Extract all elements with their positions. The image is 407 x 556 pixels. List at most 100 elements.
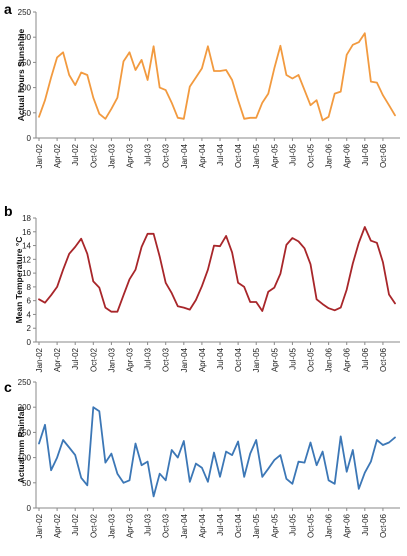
data-point	[195, 77, 197, 79]
data-point	[129, 279, 131, 281]
data-point	[111, 108, 113, 110]
data-point	[346, 289, 348, 291]
data-point	[153, 496, 155, 498]
data-point	[262, 476, 264, 478]
data-point	[352, 263, 354, 265]
data-point	[328, 116, 330, 118]
y-tick-label: 0	[27, 504, 32, 513]
data-point	[219, 70, 221, 72]
x-tick-label: Apr-04	[198, 513, 207, 538]
data-point	[219, 245, 221, 247]
data-point	[87, 253, 89, 255]
y-axis-label: Actual hours Sunshine	[16, 28, 26, 121]
data-point	[274, 287, 276, 289]
data-point	[292, 78, 294, 80]
data-point	[316, 299, 318, 301]
panel-label-b: b	[4, 203, 13, 219]
y-tick-label: 16	[22, 228, 31, 237]
y-tick-label: 0	[27, 134, 32, 143]
data-point	[74, 454, 76, 456]
data-point	[165, 282, 167, 284]
data-point	[280, 273, 282, 275]
data-point	[298, 461, 300, 463]
data-point	[388, 294, 390, 296]
data-point	[207, 46, 209, 48]
x-tick-label: Apr-05	[270, 347, 279, 372]
data-point	[237, 99, 239, 101]
data-point	[201, 285, 203, 287]
data-point	[50, 77, 52, 79]
data-point	[153, 233, 155, 235]
y-tick-label: 0	[27, 338, 32, 347]
data-point	[237, 441, 239, 443]
x-tick-label: Jul-05	[288, 143, 297, 165]
x-tick-label: Apr-06	[343, 347, 352, 372]
data-point	[280, 454, 282, 456]
data-point	[225, 69, 227, 71]
data-point	[171, 449, 173, 451]
data-point	[123, 61, 125, 63]
data-point	[346, 54, 348, 56]
data-point	[382, 444, 384, 446]
data-point	[225, 451, 227, 453]
data-point	[44, 424, 46, 426]
data-point	[243, 286, 245, 288]
data-point	[74, 246, 76, 248]
data-point	[80, 477, 82, 479]
data-point	[376, 242, 378, 244]
data-point	[111, 311, 113, 313]
data-point	[147, 79, 149, 81]
y-tick-label: 100	[18, 84, 32, 93]
data-point	[74, 84, 76, 86]
x-tick-label: Jan-02	[35, 513, 44, 538]
data-point	[352, 44, 354, 46]
data-point	[93, 97, 95, 99]
x-tick-label: Jan-03	[107, 513, 116, 538]
data-point	[99, 113, 101, 115]
x-tick-label: Oct-04	[234, 347, 243, 372]
x-tick-label: Oct-02	[89, 513, 98, 538]
data-point	[310, 442, 312, 444]
data-point	[183, 440, 185, 442]
x-tick-label: Oct-05	[307, 513, 316, 538]
data-point	[99, 410, 101, 412]
data-point	[195, 463, 197, 465]
data-point	[141, 464, 143, 466]
data-point	[117, 311, 119, 313]
data-point	[123, 294, 125, 296]
data-point	[62, 52, 64, 54]
data-point	[38, 443, 40, 445]
data-point	[80, 238, 82, 240]
data-point	[50, 469, 52, 471]
data-point	[328, 480, 330, 482]
data-point	[56, 286, 58, 288]
y-tick-label: 150	[18, 58, 32, 67]
data-point	[231, 252, 233, 254]
data-point	[231, 454, 233, 456]
data-point	[376, 82, 378, 84]
data-point	[268, 93, 270, 95]
data-point	[340, 91, 342, 93]
data-point	[382, 94, 384, 96]
data-point	[292, 483, 294, 485]
x-tick-label: Jan-05	[252, 347, 261, 372]
data-point	[189, 481, 191, 483]
data-point	[38, 116, 40, 118]
data-point	[358, 41, 360, 43]
data-point	[153, 46, 155, 48]
y-tick-label: 4	[27, 310, 32, 319]
x-tick-label: Oct-04	[234, 143, 243, 168]
data-point	[310, 263, 312, 265]
x-tick-label: Jan-03	[107, 347, 116, 372]
data-point	[68, 253, 70, 255]
data-point	[213, 452, 215, 454]
y-tick-label: 100	[18, 454, 32, 463]
data-point	[394, 303, 396, 305]
x-tick-label: Jan-06	[325, 513, 334, 538]
data-point	[165, 89, 167, 91]
x-tick-label: Jan-04	[180, 143, 189, 168]
x-tick-label: Oct-04	[234, 513, 243, 538]
x-tick-label: Apr-06	[343, 513, 352, 538]
series-line	[38, 406, 396, 498]
data-point	[370, 240, 372, 242]
